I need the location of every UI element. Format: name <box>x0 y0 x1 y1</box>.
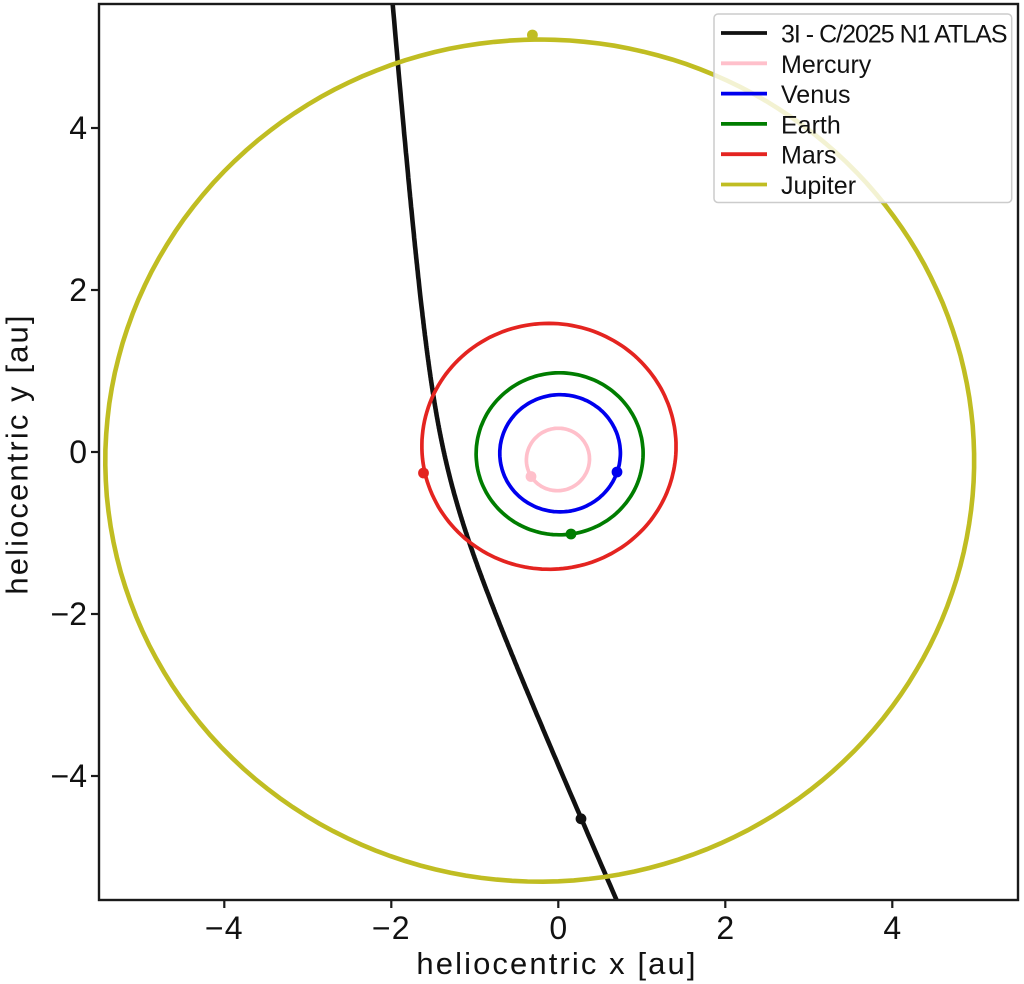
svg-text:Mercury: Mercury <box>781 51 872 79</box>
svg-text:2: 2 <box>69 272 87 308</box>
svg-text:−2: −2 <box>372 910 411 946</box>
svg-text:Earth: Earth <box>781 111 841 139</box>
svg-text:0: 0 <box>549 910 567 946</box>
svg-text:Venus: Venus <box>781 81 851 109</box>
svg-text:−4: −4 <box>51 758 87 794</box>
svg-text:Mars: Mars <box>781 142 837 170</box>
svg-text:heliocentric y [au]: heliocentric y [au] <box>0 313 35 594</box>
svg-text:−4: −4 <box>205 910 244 946</box>
svg-text:Jupiter: Jupiter <box>781 172 856 200</box>
svg-text:heliocentric x [au]: heliocentric x [au] <box>416 946 697 981</box>
svg-text:0: 0 <box>69 434 87 470</box>
svg-text:2: 2 <box>716 910 734 946</box>
svg-text:4: 4 <box>69 110 87 146</box>
svg-text:3I - C/2025 N1 ATLAS: 3I - C/2025 N1 ATLAS <box>781 21 1007 49</box>
svg-text:−2: −2 <box>51 596 87 632</box>
svg-text:4: 4 <box>883 910 901 946</box>
